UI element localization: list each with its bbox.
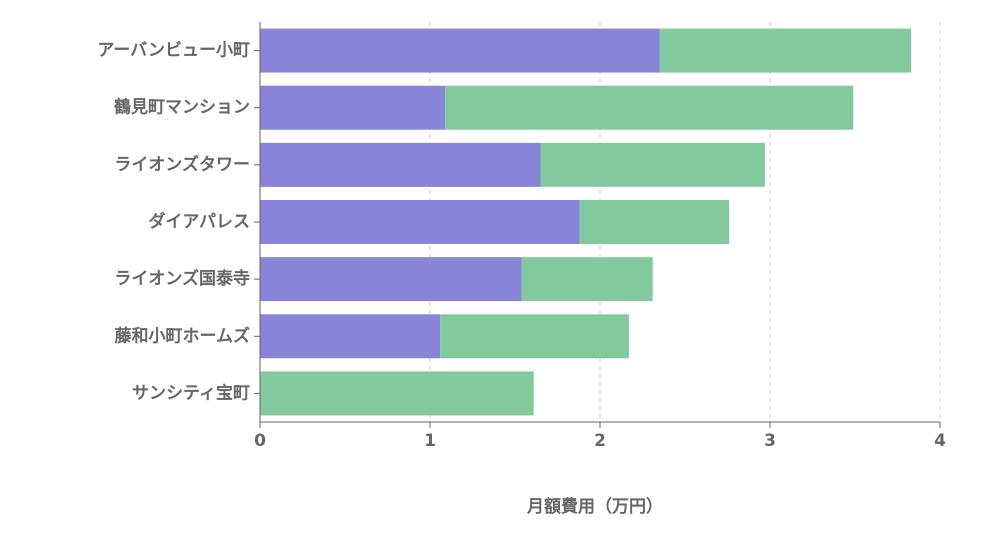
y-tick-label: ライオンズタワー: [114, 154, 250, 175]
y-tick-label: ダイアパレス: [148, 211, 250, 232]
y-tick-label: 藤和小町ホームズ: [115, 325, 251, 346]
bar: [260, 371, 534, 416]
bar: [260, 200, 580, 244]
bar: [260, 85, 446, 130]
bar: [440, 314, 629, 359]
bar: [260, 314, 441, 359]
y-tick-label: ライオンズ国泰寺: [114, 268, 250, 289]
bar: [579, 200, 730, 244]
x-tick-label: 2: [594, 431, 606, 451]
y-tick-label: サンシティ宝町: [132, 382, 250, 403]
bar: [260, 257, 522, 302]
x-tick-label: 0: [254, 431, 266, 451]
y-tick-label: アーバンビュー小町: [97, 41, 250, 61]
bar: [540, 142, 765, 187]
bar: [521, 257, 653, 302]
x-axis-label: 月額費用（万円）: [526, 496, 663, 517]
x-tick-label: 4: [934, 431, 946, 451]
x-tick-label: 1: [424, 431, 436, 451]
bar: [445, 85, 854, 130]
x-tick-label: 3: [764, 431, 776, 451]
bar: [260, 28, 660, 73]
y-tick-label: 鶴見町マンション: [114, 97, 250, 118]
bar: [260, 142, 541, 187]
bar: [659, 28, 912, 73]
